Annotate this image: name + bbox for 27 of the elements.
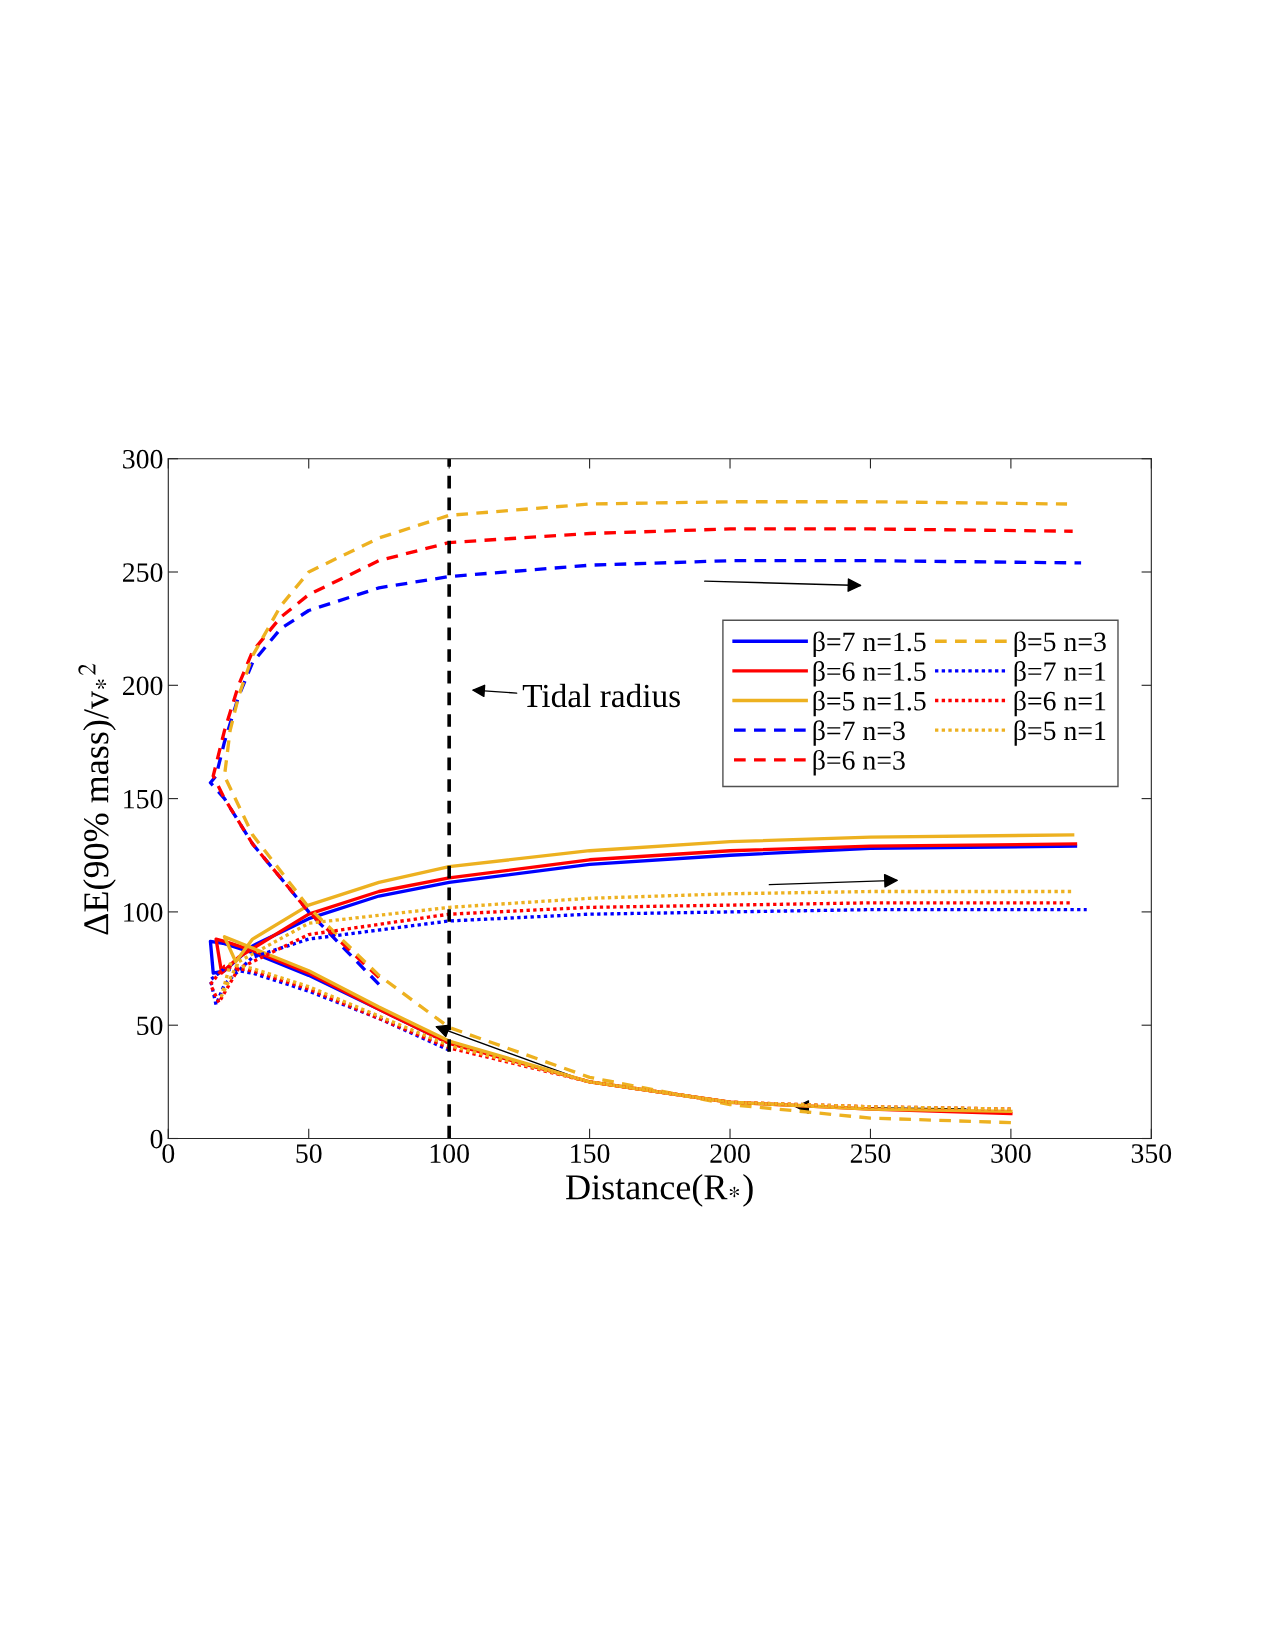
legend-label: β=5 n=1: [1014, 720, 1106, 746]
y-tick-label: 200: [122, 676, 163, 696]
y-tick-label: 50: [137, 1016, 163, 1036]
x-tick-label: 200: [710, 1144, 750, 1163]
x-tick-label: 250: [850, 1144, 891, 1163]
y-tick-label: 150: [124, 789, 163, 809]
legend-label: β=5 n=3: [1014, 631, 1106, 657]
legend-label: β=6 n=1.5: [813, 661, 926, 687]
x-tick-label: 100: [430, 1144, 469, 1163]
legend-label: β=6 n=3: [813, 749, 905, 776]
x-tick-label: 50: [296, 1144, 322, 1163]
x-tick-label: 300: [991, 1144, 1031, 1163]
legend-label: β=6 n=1: [1014, 690, 1106, 717]
x-tick-label: 350: [1131, 1144, 1172, 1163]
y-tick-label: 100: [124, 903, 163, 922]
y-tick-label: 300: [123, 449, 163, 469]
y-tick-label: 0: [150, 1129, 163, 1149]
y-tick-label: 250: [122, 563, 163, 582]
ref-line-label: Tidal radius: [522, 683, 680, 708]
x-tick-label: 0: [162, 1144, 175, 1163]
legend-label: β=5 n=1.5: [813, 690, 926, 717]
y-axis-title: ΔE(90% mass)/v$_{*}$$^{2}$: [78, 663, 116, 935]
legend-label: β=7 n=1.5: [813, 631, 926, 657]
legend-label: β=7 n=3: [813, 720, 905, 746]
legend-label: β=7 n=1: [1014, 661, 1106, 687]
x-axis-title: Distance(R$_{*}$): [566, 1174, 753, 1207]
x-tick-label: 150: [571, 1144, 610, 1163]
